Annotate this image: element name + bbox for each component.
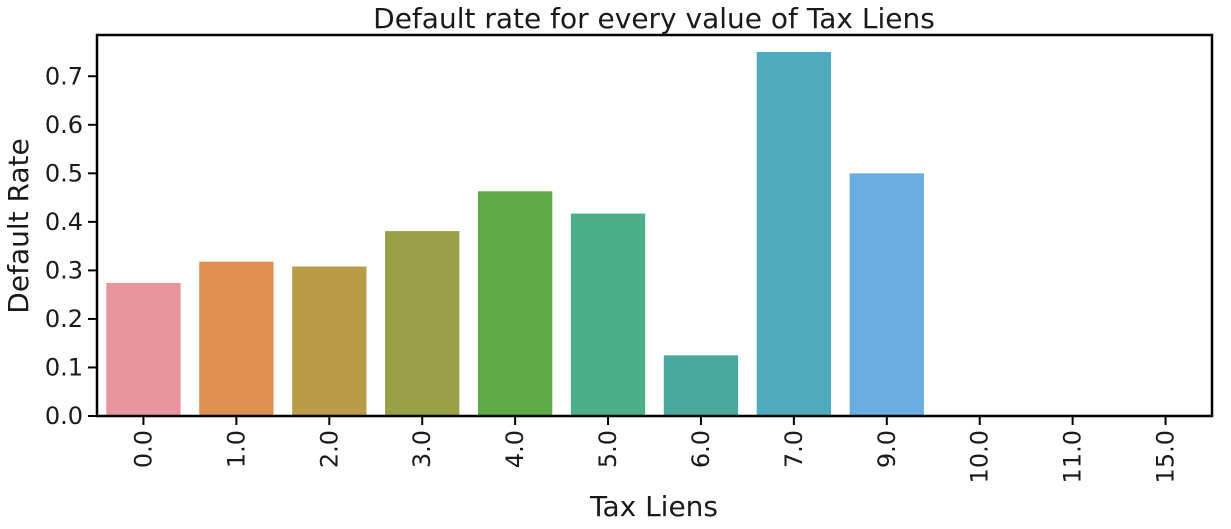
bar-1.0 — [199, 261, 274, 416]
bar-9.0 — [849, 173, 924, 416]
bar-5.0 — [570, 213, 646, 416]
x-tick-label-9.0: 9.0 — [873, 430, 901, 468]
y-tick-label-0.4: 0.4 — [45, 208, 83, 236]
y-tick-label-0.5: 0.5 — [45, 159, 83, 187]
x-tick-label-11.0: 11.0 — [1059, 430, 1087, 483]
x-tick-label-15.0: 15.0 — [1152, 430, 1180, 483]
x-tick-label-4.0: 4.0 — [501, 430, 529, 468]
y-axis: 0.0 0.1 0.2 0.3 0.4 0.5 0.6 0.7 — [45, 62, 97, 430]
y-axis-label: Default Rate — [2, 138, 35, 313]
plot-frame — [95, 33, 1214, 418]
y-tick-label-0.0: 0.0 — [45, 402, 83, 430]
bars-group — [106, 51, 924, 417]
x-axis-label: Tax Liens — [589, 490, 718, 523]
bar-6.0 — [663, 355, 739, 416]
bar-3.0 — [385, 231, 460, 416]
bar-2.0 — [292, 266, 367, 416]
chart-title: Default rate for every value of Tax Lien… — [373, 2, 935, 35]
x-tick-label-6.0: 6.0 — [687, 430, 715, 468]
x-tick-label-3.0: 3.0 — [408, 430, 436, 468]
bar-7.0 — [756, 51, 832, 417]
y-tick-label-0.6: 0.6 — [45, 111, 83, 139]
x-axis: 0.0 1.0 2.0 3.0 4.0 5.0 6.0 7.0 9.0 10.0 11.0 15.0 — [129, 416, 1180, 483]
bar-4.0 — [477, 191, 553, 416]
x-tick-label-5.0: 5.0 — [594, 430, 622, 468]
x-tick-label-2.0: 2.0 — [315, 430, 343, 468]
x-tick-label-7.0: 7.0 — [780, 430, 808, 468]
x-tick-label-10.0: 10.0 — [966, 430, 994, 483]
y-tick-label-0.1: 0.1 — [45, 353, 83, 381]
y-tick-label-0.2: 0.2 — [45, 305, 83, 333]
bar-0.0 — [106, 283, 181, 416]
y-tick-label-0.3: 0.3 — [45, 256, 83, 284]
x-tick-label-0.0: 0.0 — [129, 430, 157, 468]
x-tick-label-1.0: 1.0 — [222, 430, 250, 468]
y-tick-label-0.7: 0.7 — [45, 62, 83, 90]
